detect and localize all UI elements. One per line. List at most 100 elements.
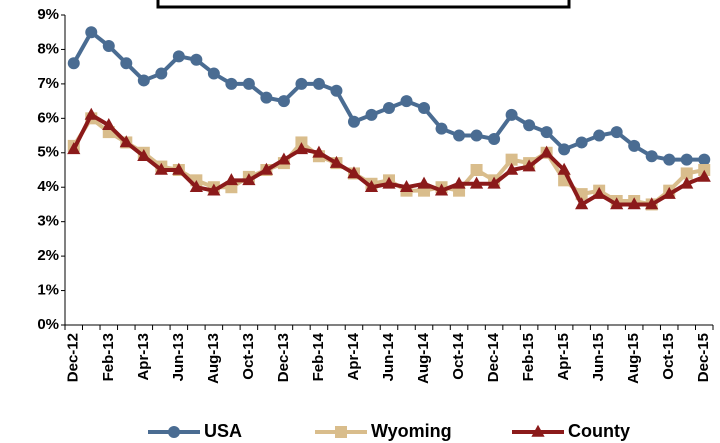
x-tick-label: Dec-14: [485, 332, 502, 382]
marker: [364, 180, 379, 193]
marker: [85, 26, 98, 39]
marker: [540, 126, 553, 139]
marker: [259, 162, 274, 175]
marker: [312, 77, 325, 90]
marker: [627, 197, 641, 210]
series-line: [72, 30, 705, 162]
marker: [662, 186, 676, 199]
marker: [154, 162, 168, 175]
marker: [312, 145, 326, 158]
marker: [67, 142, 81, 155]
y-tick-label: 1%: [37, 282, 59, 299]
marker: [347, 166, 361, 179]
y-tick-label: 5%: [37, 144, 59, 161]
y-tick-label: 4%: [37, 178, 59, 195]
x-tick-label: Apr-13: [135, 333, 152, 381]
marker: [102, 118, 116, 131]
marker: [698, 153, 711, 166]
series-line: [71, 112, 705, 207]
y-tick-label: 6%: [37, 109, 59, 126]
marker: [137, 149, 151, 162]
marker: [680, 167, 693, 180]
y-tick-label: 3%: [37, 213, 59, 230]
legend-label: County: [568, 421, 630, 441]
y-tick-label: 9%: [37, 6, 59, 23]
x-tick-label: Dec-15: [695, 333, 712, 382]
x-tick-label: Apr-15: [555, 333, 572, 381]
marker: [347, 115, 360, 128]
marker: [575, 136, 588, 149]
marker: [399, 180, 414, 193]
legend-marker: [335, 426, 347, 438]
x-tick-label: Jun-15: [590, 333, 607, 381]
marker: [645, 197, 659, 210]
marker: [452, 176, 466, 189]
marker: [330, 84, 343, 97]
legend-label: USA: [204, 421, 242, 441]
marker: [172, 162, 186, 175]
marker: [417, 176, 431, 189]
marker: [645, 150, 658, 163]
marker: [225, 77, 238, 90]
marker: [469, 176, 484, 189]
y-tick-label: 2%: [37, 247, 59, 264]
x-tick-label: Oct-15: [660, 333, 677, 380]
title-box: [156, 0, 571, 9]
marker: [155, 67, 168, 80]
marker: [207, 67, 220, 80]
marker: [680, 153, 693, 166]
x-tick-label: Jun-14: [380, 332, 397, 381]
marker: [190, 53, 203, 66]
marker: [575, 197, 589, 210]
marker: [680, 176, 694, 189]
x-tick-label: Dec-13: [275, 333, 292, 382]
marker: [119, 135, 133, 148]
legend-marker: [168, 426, 180, 438]
marker: [329, 155, 344, 168]
x-tick-label: Oct-14: [450, 332, 467, 379]
x-tick-label: Oct-13: [240, 333, 257, 380]
marker: [224, 173, 238, 186]
x-tick-label: Jun-13: [170, 333, 187, 381]
marker: [137, 74, 150, 87]
marker: [505, 108, 518, 121]
marker: [697, 169, 711, 182]
marker: [610, 126, 623, 139]
x-tick-label: Feb-13: [100, 333, 117, 381]
marker: [277, 95, 290, 108]
marker: [294, 142, 309, 155]
marker: [84, 107, 98, 120]
x-tick-label: Feb-14: [310, 332, 327, 381]
y-tick-label: 0%: [37, 316, 59, 333]
marker: [663, 153, 676, 166]
marker: [242, 173, 256, 186]
x-tick-label: Aug-14: [415, 332, 432, 383]
x-tick-label: Feb-15: [520, 333, 537, 381]
marker: [242, 77, 255, 90]
marker: [382, 176, 396, 189]
legend-label: Wyoming: [371, 421, 452, 441]
x-tick-label: Aug-13: [205, 333, 222, 384]
marker: [260, 91, 273, 104]
marker: [67, 57, 80, 70]
marker: [470, 129, 483, 142]
marker: [540, 145, 554, 158]
marker: [592, 186, 606, 199]
marker: [172, 50, 185, 63]
marker: [207, 183, 221, 196]
marker: [400, 95, 413, 108]
marker: [435, 122, 448, 135]
marker: [523, 119, 536, 132]
marker: [189, 180, 203, 193]
marker: [558, 143, 571, 156]
y-tick-label: 7%: [37, 75, 59, 92]
marker: [593, 129, 606, 142]
x-tick-label: Dec-12: [65, 333, 82, 382]
marker: [120, 57, 133, 70]
marker: [557, 162, 571, 175]
marker: [102, 40, 115, 52]
marker: [610, 197, 624, 210]
marker: [434, 183, 449, 196]
marker: [487, 176, 501, 189]
